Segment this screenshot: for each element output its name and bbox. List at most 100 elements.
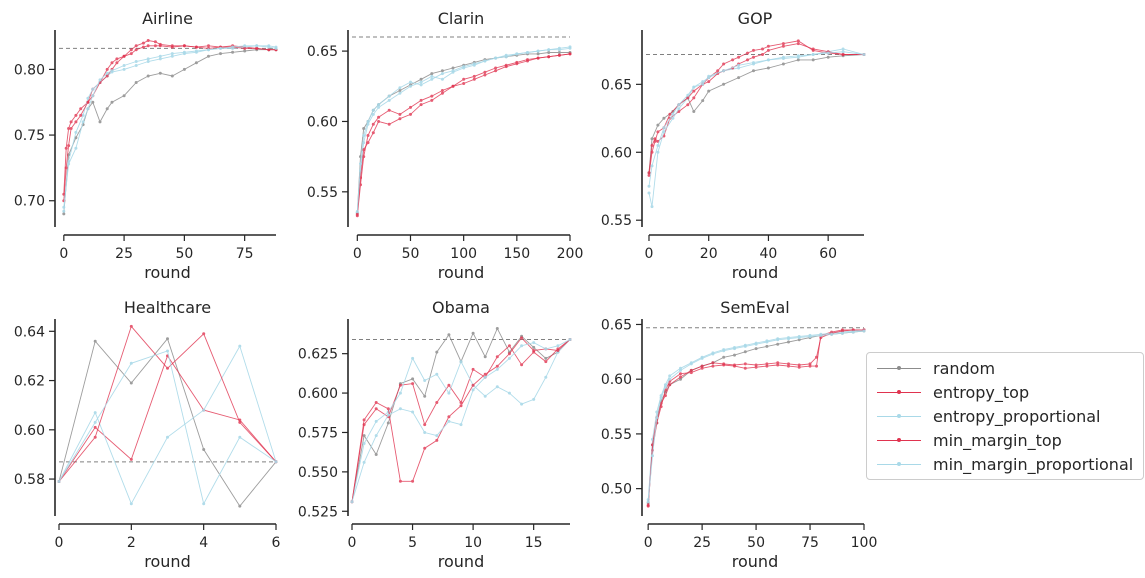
data-point [146, 39, 150, 42]
y-tick-label: 0.575 [298, 425, 338, 441]
data-point [495, 367, 499, 371]
data-point [430, 94, 434, 98]
data-point [146, 57, 150, 61]
data-point [494, 56, 498, 60]
data-point [93, 425, 97, 429]
data-point [650, 164, 654, 168]
data-point [129, 48, 133, 52]
data-point [170, 54, 174, 58]
series-random [355, 51, 572, 215]
data-point [435, 372, 439, 376]
series-line-min-margin-top [647, 329, 864, 507]
series-entropy-top [355, 52, 572, 218]
data-point [362, 418, 366, 422]
data-point [398, 479, 402, 483]
x-tick-label: 15 [525, 535, 543, 551]
series-entropy-top [647, 39, 866, 175]
x-axis-label: round [438, 552, 484, 571]
y-tick-label: 0.70 [14, 194, 45, 210]
data-point [668, 112, 672, 116]
data-point [787, 340, 790, 344]
data-point [841, 53, 845, 56]
data-point [662, 116, 666, 120]
data-point [93, 435, 97, 439]
data-point [787, 337, 790, 341]
data-point [797, 365, 801, 369]
data-point [700, 366, 704, 370]
subplot-title: GOP [738, 9, 773, 28]
x-tick-label: 75 [236, 246, 254, 262]
data-point [733, 363, 736, 367]
data-point [207, 44, 210, 48]
series-entropy-top [57, 354, 278, 483]
data-point [98, 78, 102, 82]
data-point [819, 333, 823, 337]
data-point [146, 74, 150, 78]
subplot-clarin: Clarin 0.55 0.60 0.65 0 50 100 150 200 round [307, 9, 584, 282]
x-tick-label: 25 [115, 246, 133, 262]
data-point [158, 54, 162, 58]
x-tick-label: 10 [464, 535, 482, 551]
data-point [134, 60, 138, 63]
data-point [507, 344, 511, 348]
data-point [862, 53, 866, 56]
data-point [659, 396, 663, 400]
data-point [796, 39, 800, 43]
x-tick-label: 6 [272, 535, 281, 551]
data-point [194, 61, 198, 65]
data-point [91, 100, 95, 104]
data-point [656, 144, 660, 147]
data-point [231, 45, 235, 49]
data-point [781, 57, 785, 60]
y-tick-label: 0.64 [14, 324, 45, 340]
data-point [146, 44, 150, 48]
x-tick-label: 40 [760, 246, 778, 262]
series-min-margin-proportional [647, 50, 866, 188]
data-point [74, 120, 78, 124]
legend: random entropy_top entropy_proportional … [866, 352, 1144, 480]
data-point [686, 96, 690, 100]
data-point [737, 66, 741, 70]
y-tick-label: 0.625 [298, 347, 338, 363]
data-point [808, 364, 812, 368]
x-tick-label: 50 [747, 535, 765, 551]
y-tick-label: 0.50 [601, 482, 632, 498]
data-point [557, 53, 561, 57]
data-point [826, 55, 830, 59]
series-line-min-margin-top [356, 53, 571, 215]
data-point [170, 52, 174, 56]
series-min-margin-proportional [646, 329, 866, 504]
data-point [761, 53, 764, 56]
data-point [182, 67, 186, 71]
data-point [679, 366, 682, 370]
data-point [419, 80, 423, 84]
data-point [766, 58, 770, 62]
series-entropy-top [646, 328, 866, 507]
series-min-margin-proportional [62, 44, 278, 209]
legend-label-entropy-top: entropy_top [933, 382, 1030, 402]
data-point [515, 52, 519, 56]
data-point [656, 130, 660, 134]
data-point [435, 401, 439, 404]
data-point [98, 120, 102, 124]
data-point [737, 76, 741, 80]
data-point [105, 71, 109, 75]
data-point [447, 383, 451, 387]
data-point [386, 421, 390, 425]
data-point [692, 85, 696, 89]
series-line-min-margin-proportional [648, 51, 865, 187]
data-point [557, 48, 561, 52]
data-point [647, 191, 651, 195]
data-point [494, 66, 498, 70]
series-line-entropy-top [647, 329, 864, 506]
data-point [711, 364, 715, 368]
x-tick-label: 0 [645, 246, 654, 262]
data-point [362, 148, 366, 152]
data-point [752, 69, 755, 73]
data-point [419, 77, 423, 81]
legend-label-random: random [933, 358, 996, 378]
data-point [494, 69, 498, 73]
data-point [67, 144, 71, 148]
data-point [62, 209, 66, 213]
data-point [86, 96, 90, 100]
